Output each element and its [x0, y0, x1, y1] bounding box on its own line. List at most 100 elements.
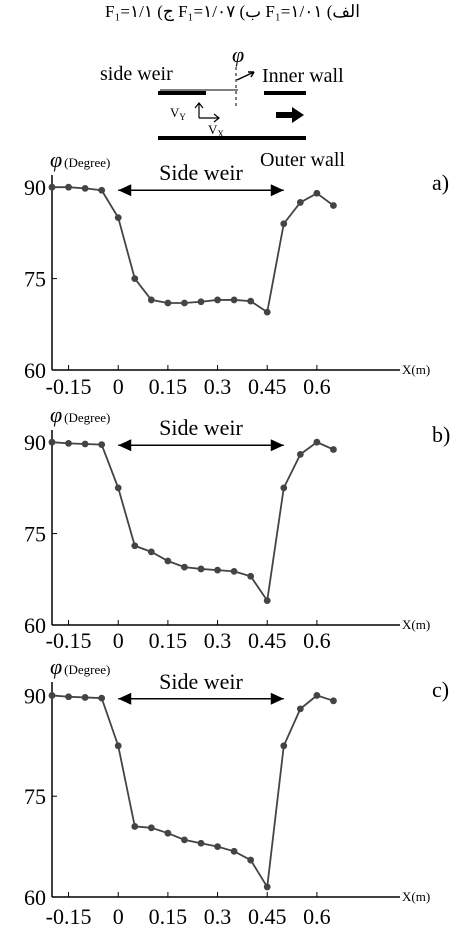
x-tick-label: 0.15	[149, 374, 188, 399]
data-point	[114, 484, 122, 492]
data-point	[164, 299, 172, 307]
data-point	[247, 572, 255, 580]
data-point	[330, 446, 337, 453]
data-point	[147, 296, 155, 304]
x-tick-label: -0.15	[46, 904, 92, 929]
data-point	[131, 823, 139, 830]
data-point	[48, 438, 56, 446]
chart-c: φ (Degree) c) 60 75 90 -0.15 0 0.15 0.3 0.45 0.6 X(m…	[24, 654, 449, 929]
data-point	[313, 438, 321, 446]
data-point	[164, 829, 172, 837]
data-point	[147, 548, 155, 556]
x-tick-label: 0.15	[149, 904, 188, 929]
data-point	[330, 697, 337, 705]
chart-b: φ (Degree) b) 60 75 90 -0.15 0 0.15 0.3 0.45 0.6 X(m…	[24, 402, 450, 653]
channel-schematic: side weir φ Inner wall VY VX Outer wall	[100, 42, 345, 171]
x-tick-label: 0.6	[303, 904, 331, 929]
data-point	[296, 199, 304, 206]
data-point	[197, 839, 205, 847]
data-point	[313, 692, 321, 699]
panel-label: a)	[432, 170, 449, 195]
span-arrow-right	[270, 439, 284, 452]
data-point	[114, 742, 122, 750]
x-tick-label: 0.45	[248, 374, 287, 399]
y-axis-label: φ (Degree)	[50, 654, 110, 679]
y-axis-symbol: φ	[50, 147, 62, 172]
x-tick-label: 0.45	[248, 904, 287, 929]
side-weir-annotation: Side weir	[159, 669, 243, 694]
data-point	[65, 693, 72, 701]
data-point	[147, 824, 155, 832]
y-axis-label: φ (Degree)	[50, 402, 110, 427]
vy-label: VY	[170, 105, 186, 122]
span-arrow-right	[270, 692, 284, 705]
x-axis-label: X(m)	[402, 889, 430, 904]
flow-direction-arrow	[276, 107, 304, 123]
x-tick-label: 0.45	[248, 628, 287, 653]
x-tick-label: 0.3	[204, 628, 232, 653]
y-tick-label: 75	[24, 784, 46, 809]
series-line	[52, 186, 334, 314]
figure-caption: الف) F₁=۱/۰۱ ب) F₁=۱/۰۷ ج) F₁=۱/۱	[105, 2, 360, 21]
data-point	[230, 847, 238, 855]
x-axis-label: X(m)	[402, 362, 430, 377]
phi-symbol: φ	[232, 42, 244, 67]
data-point	[114, 214, 122, 222]
side-weir-annotation: Side weir	[159, 160, 243, 185]
data-point	[98, 694, 106, 702]
data-point	[280, 220, 288, 228]
y-tick-label: 75	[24, 522, 46, 547]
data-point	[230, 296, 238, 304]
y-tick-label: 60	[24, 358, 46, 383]
data-point	[313, 189, 321, 197]
data-point	[98, 441, 106, 449]
data-point	[181, 563, 188, 571]
x-tick-label: -0.15	[46, 628, 92, 653]
y-tick-label: 60	[24, 885, 46, 910]
data-point	[263, 883, 271, 891]
data-point	[48, 183, 56, 191]
data-point	[197, 565, 205, 573]
data-point	[164, 557, 172, 565]
x-tick-label: 0	[113, 374, 124, 399]
data-point	[214, 843, 221, 851]
span-arrow-left	[118, 692, 132, 705]
x-tick-label: 0	[113, 904, 124, 929]
y-axis-unit: (Degree)	[64, 410, 110, 425]
data-point	[131, 542, 139, 550]
data-point	[296, 705, 304, 713]
series-line	[51, 694, 334, 890]
vx-arrow	[199, 113, 220, 123]
data-point	[280, 742, 288, 750]
y-tick-label: 75	[24, 267, 46, 292]
data-point	[181, 836, 188, 844]
x-tick-label: 0.6	[303, 374, 331, 399]
data-point	[65, 440, 72, 447]
data-point	[197, 298, 205, 306]
data-point	[330, 202, 337, 209]
data-point	[48, 692, 56, 699]
data-point	[131, 275, 139, 282]
data-point	[230, 567, 238, 575]
y-axis-unit: (Degree)	[64, 155, 110, 170]
x-tick-label: 0	[113, 628, 124, 653]
y-tick-label: 90	[24, 430, 46, 455]
x-tick-label: 0.3	[204, 374, 232, 399]
data-point	[247, 856, 255, 864]
panel-label: b)	[432, 422, 450, 447]
y-axis-symbol: φ	[50, 654, 62, 679]
y-axis-symbol: φ	[50, 402, 62, 427]
y-tick-label: 90	[24, 683, 46, 708]
span-arrow-left	[118, 439, 132, 452]
x-tick-label: 0.6	[303, 628, 331, 653]
data-point	[214, 566, 221, 574]
y-tick-label: 60	[24, 613, 46, 638]
y-tick-label: 90	[24, 175, 46, 200]
data-point	[181, 299, 188, 307]
data-point	[98, 186, 106, 194]
x-tick-label: -0.15	[46, 374, 92, 399]
data-point	[280, 484, 288, 492]
data-point	[81, 440, 89, 448]
phi-arc-arrow	[236, 71, 255, 81]
data-point	[296, 450, 304, 458]
